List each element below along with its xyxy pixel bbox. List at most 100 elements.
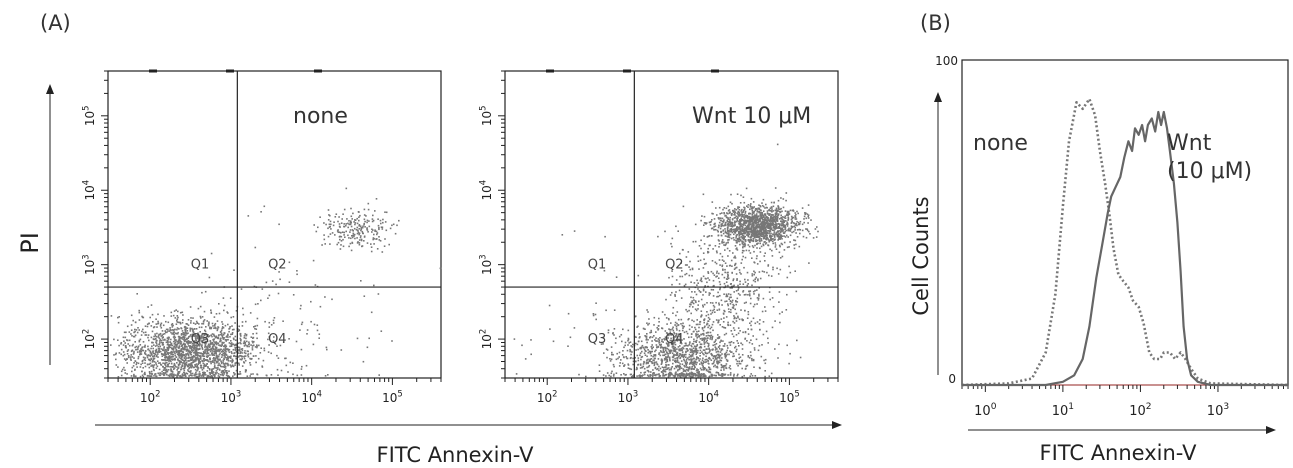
scatter-point (805, 228, 807, 230)
scatter-point (792, 209, 794, 211)
scatter-point (188, 360, 191, 362)
scatter-point (639, 364, 642, 366)
scatter-point (639, 363, 642, 365)
scatter-point (710, 353, 713, 355)
scatter-point (753, 349, 756, 351)
scatter-point (720, 373, 723, 375)
scatter-point (368, 220, 370, 222)
scatter-point (769, 219, 771, 221)
scatter-point (694, 360, 697, 363)
scatter-point (272, 340, 275, 342)
scatter-point (696, 337, 698, 339)
scatter-point (668, 374, 670, 377)
scatter-point (351, 218, 353, 220)
scatter-point (260, 299, 262, 302)
scatter-point (188, 335, 191, 338)
scatter-point (238, 325, 240, 328)
scatter-point (646, 366, 648, 369)
scatter-point (215, 367, 218, 369)
scatter-point (757, 242, 759, 245)
scatter-point (674, 324, 676, 326)
scatter-point (731, 226, 734, 228)
scatter-point (761, 219, 764, 221)
scatter-point (196, 373, 198, 376)
scatter-point (140, 348, 142, 350)
scatter-point (271, 280, 274, 282)
scatter-point (750, 339, 752, 341)
scatter-point (201, 369, 204, 371)
scatter-point (152, 321, 154, 323)
scatter-point (639, 375, 641, 378)
scatter-point (136, 331, 139, 334)
scatter-point (728, 236, 731, 239)
scatter-point (220, 345, 223, 347)
scatter-point (183, 333, 185, 335)
scatter-point (705, 352, 708, 355)
scatter-point (783, 249, 786, 251)
scatter-point (212, 372, 214, 374)
scatter-point (268, 294, 271, 297)
scatter-point (173, 333, 175, 336)
scatter-point (769, 222, 772, 224)
scatter-point (239, 342, 241, 344)
scatter-point (725, 351, 728, 354)
scatter-point (170, 373, 172, 375)
scatter-point (193, 352, 195, 354)
scatter-point (210, 326, 213, 329)
scatter-point (120, 342, 123, 344)
scatter-point (694, 240, 697, 243)
scatter-point (110, 315, 113, 317)
scatter-point (328, 214, 330, 216)
scatter-point (765, 237, 767, 240)
scatter-point (153, 344, 155, 346)
scatter-point (356, 232, 359, 235)
scatter-point (655, 361, 658, 363)
scatter-point (715, 250, 718, 252)
scatter-point (688, 358, 690, 361)
scatter-point (224, 347, 227, 349)
scatter-point (227, 312, 229, 314)
scatter-point (758, 233, 760, 236)
scatter-point (224, 369, 226, 371)
scatter-point (263, 349, 266, 352)
scatter-point (717, 234, 720, 237)
scatter-point (398, 219, 400, 222)
scatter-point (190, 346, 192, 348)
scatter-point (683, 345, 686, 347)
scatter-point (714, 225, 717, 227)
scatter-point (171, 355, 173, 358)
scatter-point (716, 353, 719, 356)
scatter-point (652, 369, 654, 371)
scatter-point (176, 328, 178, 331)
scatter-point (343, 223, 345, 225)
scatter-point (715, 355, 718, 357)
scatter-point (639, 352, 642, 354)
scatter-point (223, 357, 225, 360)
scatter-point (219, 333, 222, 336)
scatter-point (183, 342, 185, 345)
scatter-point (273, 336, 275, 338)
scatter-point (666, 360, 669, 363)
scatter-point (170, 315, 173, 317)
scatter-point (149, 373, 151, 375)
scatter-point (718, 240, 720, 242)
scatter-point (246, 345, 249, 348)
scatter-point (678, 361, 680, 364)
scatter-point (318, 337, 320, 339)
scatter-point (718, 221, 721, 224)
scatter-point (210, 371, 213, 373)
scatter-point (171, 326, 174, 328)
scatter-point (697, 374, 700, 377)
scatter-point (663, 339, 666, 341)
scatter-point (213, 338, 215, 340)
scatter-point (690, 351, 693, 353)
scatter-point (727, 241, 729, 244)
scatter-point (741, 348, 744, 350)
scatter-point (687, 370, 690, 372)
scatter-point (181, 330, 184, 332)
scatter-point (743, 218, 746, 220)
scatter-point (783, 219, 785, 222)
scatter-point (213, 367, 216, 369)
scatter-point (769, 248, 771, 251)
scatter-point (234, 349, 237, 352)
